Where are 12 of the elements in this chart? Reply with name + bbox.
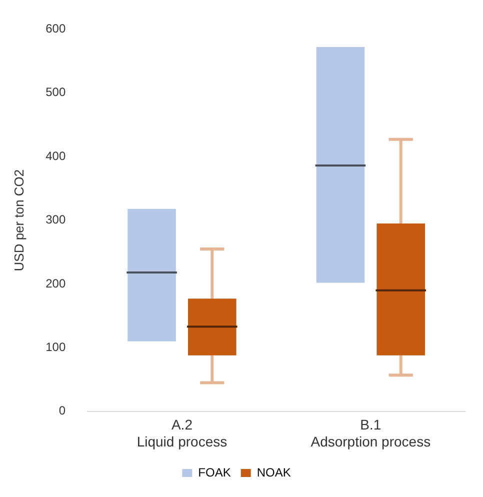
y-tick-label: 0 [58, 404, 66, 418]
y-tick-label: 600 [46, 22, 66, 36]
y-tick-label: 400 [46, 148, 66, 163]
y-tick-label: 500 [46, 85, 66, 100]
y-tick-label: 200 [46, 276, 66, 290]
y-tick-label: 100 [46, 340, 66, 354]
y-tick-label: 300 [46, 212, 66, 227]
x-tick-label: B.1 Adsorption process [310, 416, 431, 450]
y-axis-title: USD per ton CO2 [11, 169, 26, 272]
legend-label: FOAK [198, 465, 231, 480]
legend-label: NOAK [256, 465, 291, 480]
x-tick-label: A.2 Liquid process [136, 416, 228, 450]
